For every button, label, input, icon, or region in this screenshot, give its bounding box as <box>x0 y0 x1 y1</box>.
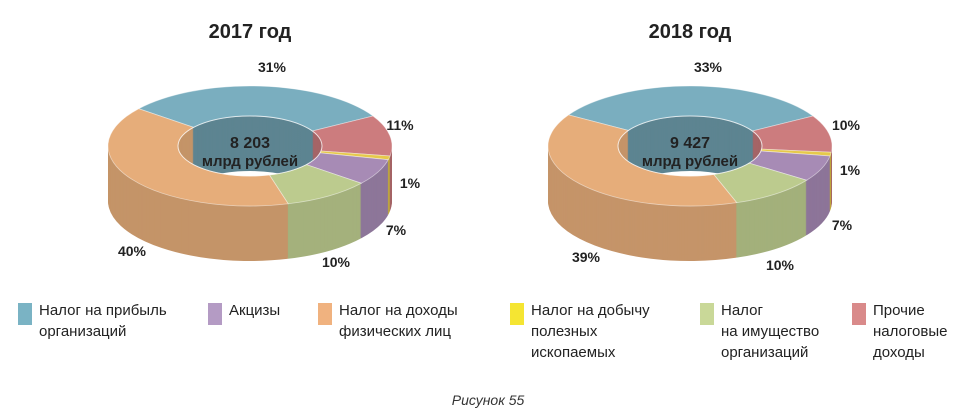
legend-swatch <box>852 303 866 325</box>
data-label-property: 10% <box>322 254 351 270</box>
data-label-income: 40% <box>118 243 147 259</box>
legend-label: Прочие налоговые доходы <box>873 300 947 363</box>
legend-label-line: Налог на добычу <box>531 302 650 319</box>
legend-label: Налог на добычу полезных ископаемых <box>531 300 650 363</box>
legend-label: Акцизы <box>229 300 280 321</box>
legend-label-line: ископаемых <box>531 344 616 361</box>
legend-item-profit: Налог на прибыль организаций <box>18 300 167 342</box>
legend-label-line: Акцизы <box>229 302 281 319</box>
legend-label-line: Налог на прибыль <box>39 302 167 319</box>
legend-swatch <box>510 303 524 325</box>
legend-label-line: организаций <box>39 323 127 340</box>
legend-label: Налог на имущество организаций <box>721 300 819 363</box>
legend-item-extraction: Налог на добычу полезных ископаемых <box>510 300 650 363</box>
data-label-profit: 33% <box>694 59 723 75</box>
data-label-excise: 7% <box>832 217 853 233</box>
legend-label-line: Налог <box>721 302 763 319</box>
legend-swatch <box>208 303 222 325</box>
data-label-extraction: 1% <box>400 175 421 191</box>
donut-hole-edge <box>617 115 763 177</box>
donut-hole-edge <box>177 115 323 177</box>
legend-item-income: Налог на доходы физических лиц <box>318 300 458 342</box>
chart-title: 2018 год <box>649 21 732 43</box>
center-total: 8 203 <box>230 135 270 152</box>
legend-item-property: Налог на имущество организаций <box>700 300 819 363</box>
data-label-excise: 7% <box>386 222 407 238</box>
center-unit: млрд рублей <box>202 153 298 170</box>
data-label-income: 39% <box>572 249 601 265</box>
legend-label-line: физических лиц <box>339 323 451 340</box>
legend-swatch <box>318 303 332 325</box>
data-label-other: 10% <box>832 117 861 133</box>
legend-label-line: Налог на доходы <box>339 302 458 319</box>
legend-label-line: организаций <box>721 344 809 361</box>
center-total: 9 427 <box>670 135 710 152</box>
legend-label-line: Прочие <box>873 302 925 319</box>
legend-item-excise: Акцизы <box>208 300 280 325</box>
legend-label: Налог на прибыль организаций <box>39 300 167 342</box>
data-label-other: 11% <box>386 117 414 133</box>
legend-label: Налог на доходы физических лиц <box>339 300 458 342</box>
data-label-profit: 31% <box>258 59 287 75</box>
legend-swatch <box>700 303 714 325</box>
legend-label-line: на имущество <box>721 323 820 340</box>
legend-item-other: Прочие налоговые доходы <box>852 300 947 363</box>
data-label-property: 10% <box>766 257 795 273</box>
figure-caption: Рисунок 55 <box>451 392 525 408</box>
center-unit: млрд рублей <box>642 153 738 170</box>
data-label-extraction: 1% <box>840 162 861 178</box>
legend-label-line: доходы <box>873 344 925 361</box>
chart-title: 2017 год <box>209 21 292 43</box>
legend-label-line: налоговые <box>873 323 948 340</box>
legend-swatch <box>18 303 32 325</box>
legend-label-line: полезных <box>531 323 598 340</box>
